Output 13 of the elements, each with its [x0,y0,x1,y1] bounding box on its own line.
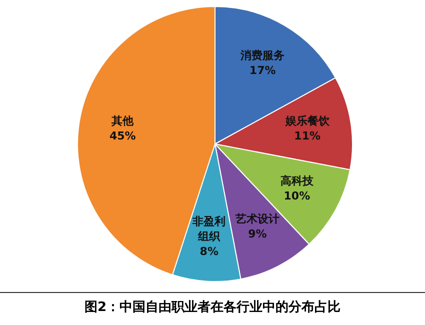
slice-label: 其他 [110,114,135,128]
slice-label: 艺术设计 [234,212,280,226]
data-label: 45% [109,130,136,143]
data-label: 17% [249,64,276,77]
data-label: 11% [294,130,321,143]
slice-label: 高科技 [280,174,314,188]
slice-label: 娱乐餐饮 [284,114,330,128]
slice-label: 消费服务 [240,48,285,62]
data-label: 10% [284,189,310,202]
text: 图2：中国自由职业者在各行业中的分布占比 [83,299,342,316]
slice-label: 非盈利组织 [192,215,226,244]
data-label: 8% [200,245,218,258]
data-label: 9% [248,228,267,241]
